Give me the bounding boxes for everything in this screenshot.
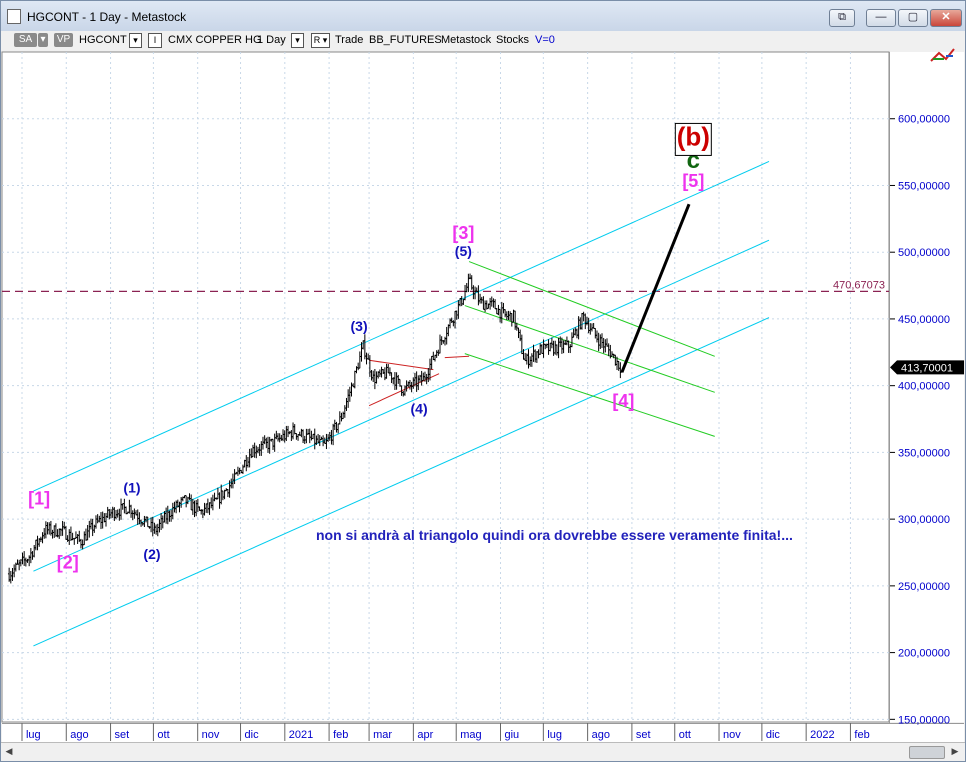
security-name: CMX COPPER HG (168, 34, 262, 46)
lower-cyan-channel-line (33, 317, 770, 647)
x-axis-ticks: lug ago set ott nov dic 2021 feb mar apr mag giu lug… (21, 723, 870, 741)
upper-green-channel-line (468, 261, 715, 357)
wave-5-projection-line (620, 203, 691, 373)
wave-label: (2) (143, 546, 160, 562)
lower-green-channel-line (464, 353, 715, 437)
triangle-lower-line (368, 373, 440, 407)
triangle-upper-line (369, 359, 434, 371)
x-tick-label: giu (504, 729, 519, 741)
y-tick-label: 200,00000 (898, 648, 950, 660)
y-tick-label: 150,00000 (898, 714, 950, 726)
date-axis[interactable] (2, 723, 964, 742)
maximize-button[interactable]: ▢ (898, 9, 928, 27)
x-tick-label: dic (245, 729, 260, 741)
price-chart[interactable]: 150,00000 200,00000 250,00000 300,00000 350,… (1, 1, 965, 743)
scroll-left-icon[interactable]: ◀ (5, 746, 13, 756)
x-tick-label: dic (766, 729, 781, 741)
wave-label: (5) (455, 243, 472, 259)
source-label: BB_FUTURES (369, 34, 442, 46)
close-button[interactable]: ✕ (930, 9, 962, 27)
x-tick-label: apr (417, 729, 433, 741)
window-title: HGCONT - 1 Day - Metastock (27, 10, 187, 24)
periodicity-dropdown-icon[interactable]: ▾ (291, 33, 304, 48)
price-bars (7, 273, 622, 584)
x-tick-label: ott (679, 729, 691, 741)
wave-label: (4) (411, 401, 428, 417)
triangle-breakout-line (444, 355, 470, 359)
x-tick-label: lug (547, 729, 562, 741)
minimize-button[interactable]: — (866, 9, 896, 27)
title-bar: HGCONT - 1 Day - Metastock ⧉ — ▢ ✕ (1, 1, 965, 32)
scroll-right-icon[interactable]: ▶ (951, 746, 959, 756)
trend-channels[interactable] (33, 160, 770, 647)
sa-button[interactable]: SA (14, 33, 37, 47)
x-tick-label: nov (202, 729, 220, 741)
indicator-tool-icon[interactable] (930, 48, 955, 62)
wave-labels: [1][2](1)(2)(3)(4)[3](5)[4][5]c(b)non si… (28, 121, 793, 572)
middle-green-channel-line (464, 305, 715, 393)
grid-lines (2, 52, 889, 722)
wave-label: [1] (28, 488, 50, 508)
symbol-dropdown-icon[interactable]: ▾ (129, 33, 142, 48)
resistance-label: 470,67073 (833, 279, 885, 291)
y-tick-label: 500,00000 (898, 247, 950, 259)
scrollbar-thumb[interactable] (909, 746, 945, 759)
app-label: Metastock (441, 34, 492, 46)
x-tick-label: 2022 (810, 729, 834, 741)
wave-b-box (674, 122, 712, 156)
vp-button[interactable]: VP (54, 33, 73, 47)
x-tick-label: ott (157, 729, 169, 741)
price-axis[interactable] (890, 52, 964, 722)
middle-cyan-channel-line (33, 239, 770, 572)
restore-child-button[interactable]: ⧉ (829, 9, 855, 27)
wave-label: [3] (452, 223, 474, 243)
x-tick-label: set (636, 729, 651, 741)
wave-label: [2] (57, 553, 79, 573)
v-label: V=0 (535, 34, 555, 46)
y-tick-label: 450,00000 (898, 314, 950, 326)
last-price-marker: 413,70001 (890, 360, 964, 375)
wave-label: (1) (123, 479, 140, 495)
y-tick-label: 550,00000 (898, 180, 950, 192)
y-tick-label: 350,00000 (898, 447, 950, 459)
type-label: Stocks (496, 34, 530, 46)
plot-area[interactable] (1, 51, 890, 723)
x-tick-label: mag (460, 729, 481, 741)
horizontal-price-line[interactable]: 470,67073 (2, 279, 889, 292)
r-dropdown-icon[interactable]: ▾ (321, 33, 330, 48)
trade-label: Trade (335, 34, 364, 46)
upper-cyan-channel-line (33, 160, 770, 492)
periodicity-label[interactable]: 1 Day (257, 34, 286, 46)
x-tick-label: ago (592, 729, 610, 741)
x-tick-label: mar (373, 729, 392, 741)
x-tick-label: 2021 (289, 729, 313, 741)
wave-label: (b) (677, 121, 710, 151)
x-tick-label: feb (854, 729, 869, 741)
y-tick-label: 250,00000 (898, 581, 950, 593)
document-icon (7, 9, 21, 24)
wave-label: [4] (612, 391, 634, 411)
wave-label: [5] (682, 171, 704, 191)
y-tick-label: 600,00000 (898, 114, 950, 126)
y-tick-label: 300,00000 (898, 514, 950, 526)
x-tick-label: set (115, 729, 130, 741)
wave-label: (3) (351, 318, 368, 334)
x-tick-label: lug (26, 729, 41, 741)
annotation-note: non si andrà al triangolo quindi ora dov… (316, 527, 793, 543)
symbol-label[interactable]: HGCONT (79, 34, 127, 46)
x-tick-label: feb (333, 729, 348, 741)
lock-toggle[interactable]: I (148, 33, 162, 48)
x-tick-label: ago (70, 729, 88, 741)
last-price-flag (890, 360, 964, 375)
sa-dropdown-icon[interactable]: ▾ (38, 33, 48, 47)
horizontal-scrollbar[interactable]: ◀ ▶ (1, 742, 965, 761)
x-tick-label: nov (723, 729, 741, 741)
y-axis-ticks: 150,00000 200,00000 250,00000 300,00000 350,… (890, 114, 950, 726)
chart-toolbar: SA ▾ VP HGCONT ▾ I CMX COPPER HG 1 Day ▾… (1, 31, 965, 51)
last-price-label: 413,70001 (901, 362, 953, 374)
y-tick-label: 400,00000 (898, 381, 950, 393)
